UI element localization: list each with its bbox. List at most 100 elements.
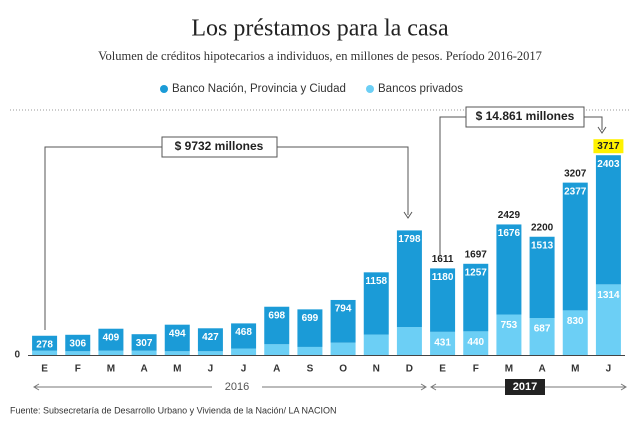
value-label: 1676 (498, 228, 521, 239)
bar-segment (98, 350, 124, 355)
annotation-box (465, 106, 585, 128)
x-tick-label: O (339, 364, 347, 375)
bar-segment (98, 328, 124, 351)
x-tick-label: J (208, 364, 214, 375)
total-label: 1611 (432, 254, 454, 265)
value-label: 431 (434, 337, 451, 348)
x-tick-label: D (406, 364, 413, 375)
annotation-box (161, 136, 278, 158)
value-label: 306 (69, 338, 86, 349)
bar-segment (231, 348, 257, 355)
value-label: 409 (103, 332, 120, 343)
arrow (33, 383, 427, 391)
x-tick-label: E (41, 364, 48, 375)
value-label: 699 (302, 313, 319, 324)
x-tick-label: S (307, 364, 314, 375)
year-bg (505, 379, 545, 395)
x-tick-label: A (538, 364, 545, 375)
bar-segment (430, 331, 456, 355)
x-tick-label: M (107, 364, 115, 375)
x-tick-label: E (439, 364, 446, 375)
bar-segment (363, 334, 389, 355)
arrow (597, 126, 607, 134)
value-label: 698 (268, 310, 285, 321)
value-label: 1257 (465, 267, 488, 278)
bar-segment (430, 268, 456, 332)
bar-segment (32, 350, 58, 355)
bar-segment (32, 335, 58, 351)
bar-segment (463, 263, 489, 332)
x-tick-label: J (241, 364, 247, 375)
total-label: 1697 (465, 249, 488, 260)
legend-label: Bancos privados (378, 83, 463, 95)
bar-segment (562, 182, 588, 311)
y-tick-label: 0 (14, 350, 20, 361)
total-highlight (593, 139, 624, 154)
annotation: $ 9732 millones (175, 139, 264, 153)
year-bg (212, 380, 262, 394)
bar-segment (164, 351, 190, 355)
bar-segment (396, 327, 422, 355)
bar-segment (164, 324, 190, 352)
bar-segment (197, 328, 223, 352)
year-label: 2016 (225, 381, 249, 393)
bar-segment (131, 350, 157, 355)
bar-segment (197, 351, 223, 355)
bar-segment (65, 334, 91, 352)
x-tick-label: A (273, 364, 280, 375)
value-label: 1314 (597, 290, 620, 301)
arrow (430, 383, 627, 391)
value-label: 1180 (432, 272, 454, 283)
bar-segment (529, 236, 555, 319)
bar-segment (595, 284, 621, 355)
chart-title: Los préstamos para la casa (191, 16, 449, 42)
x-tick-label: F (75, 364, 81, 375)
value-label: 2377 (564, 186, 587, 197)
value-label: 1158 (365, 276, 387, 287)
value-label: 1513 (531, 240, 554, 251)
bar-segment (330, 342, 356, 355)
value-label: 687 (534, 324, 551, 335)
value-label: 307 (136, 338, 153, 349)
year-label: 2017 (513, 381, 537, 393)
total-label: 2200 (531, 222, 554, 233)
x-tick-label: M (571, 364, 579, 375)
x-tick-label: M (505, 364, 513, 375)
bar-segment (562, 310, 588, 355)
bar-segment (529, 318, 555, 355)
value-label: 278 (36, 339, 53, 350)
bar-segment (463, 331, 489, 355)
bar-segment (363, 272, 389, 335)
value-label: 468 (235, 327, 252, 338)
value-label: 494 (169, 328, 186, 339)
legend-swatch (366, 85, 374, 93)
bar-segment (131, 334, 157, 351)
annotation: $ 14.861 millones (476, 109, 575, 123)
bar-segment (330, 299, 356, 343)
total-label: 3207 (564, 168, 587, 179)
bar-segment (65, 351, 91, 355)
value-label: 1798 (398, 234, 421, 245)
value-label: 2403 (597, 159, 620, 170)
legend-swatch (160, 85, 168, 93)
chart-subtitle: Volumen de créditos hipotecarios a indiv… (98, 49, 542, 63)
value-label: 830 (567, 316, 584, 327)
total-label: 2429 (498, 210, 521, 221)
value-label: 427 (202, 332, 219, 343)
bar-segment (264, 306, 290, 345)
total-label: 3717 (597, 141, 620, 152)
x-tick-label: N (373, 364, 380, 375)
bar-segment (297, 309, 323, 347)
source: Fuente: Subsecretaría de Desarrollo Urba… (10, 405, 337, 415)
x-tick-label: F (473, 364, 479, 375)
value-label: 794 (335, 304, 352, 315)
bar-segment (496, 314, 522, 355)
bar-segment (297, 346, 323, 355)
bar-segment (396, 230, 422, 328)
bar-segment (595, 155, 621, 285)
value-label: 440 (467, 337, 484, 348)
x-tick-label: J (606, 364, 612, 375)
x-tick-label: M (173, 364, 181, 375)
bar-segment (496, 224, 522, 315)
